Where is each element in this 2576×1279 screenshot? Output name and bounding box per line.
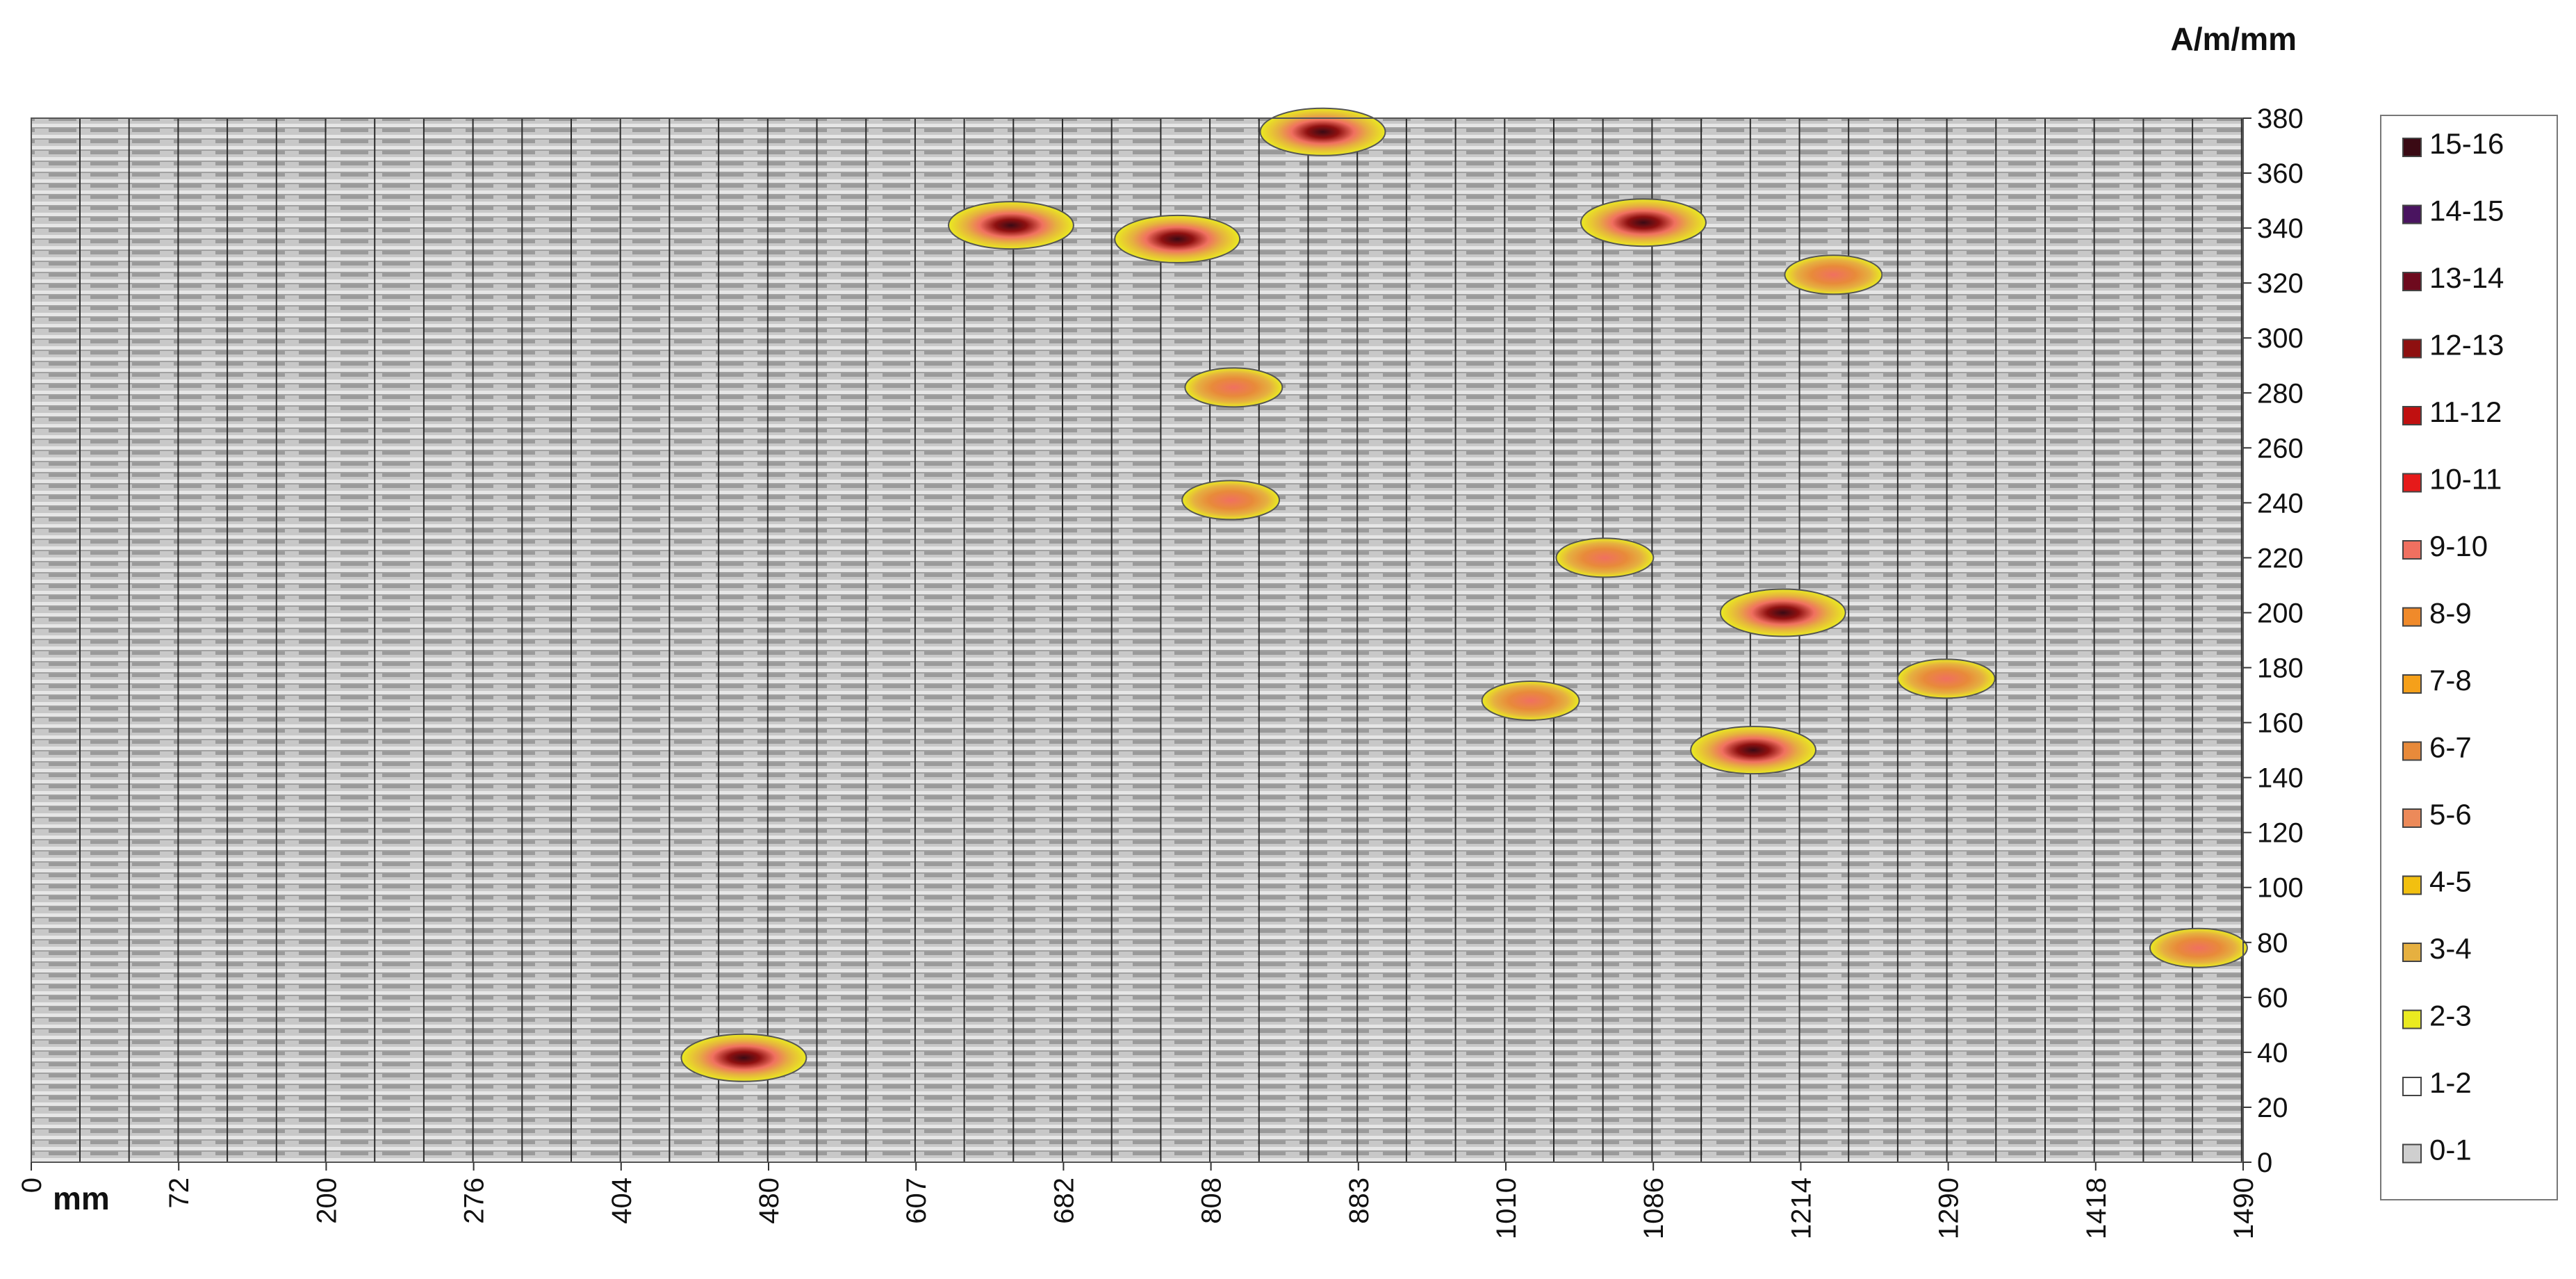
x-tick-label: 276 bbox=[459, 1178, 490, 1224]
y-tick-label: 100 bbox=[2257, 873, 2304, 904]
legend-label: 0-1 bbox=[2429, 1134, 2472, 1166]
x-tick-label: 1290 bbox=[1934, 1178, 1964, 1239]
legend-swatch bbox=[2402, 1077, 2422, 1096]
legend-swatch bbox=[2402, 674, 2422, 694]
hotspot bbox=[1259, 107, 1386, 156]
x-axis-label: mm bbox=[53, 1180, 110, 1216]
plot-frame bbox=[31, 117, 2244, 1163]
hotspot bbox=[2149, 927, 2248, 968]
legend-swatch bbox=[2402, 607, 2422, 627]
y-tick-label: 260 bbox=[2257, 433, 2304, 464]
legend-label: 12-13 bbox=[2429, 329, 2504, 361]
legend-swatch bbox=[2402, 808, 2422, 828]
legend-swatch bbox=[2402, 272, 2422, 291]
legend-label: 7-8 bbox=[2429, 664, 2472, 696]
x-tick-label: 1214 bbox=[1786, 1178, 1816, 1239]
y-tick-label: 180 bbox=[2257, 653, 2304, 684]
legend-label: 15-16 bbox=[2429, 127, 2504, 160]
y-tick-label: 20 bbox=[2257, 1093, 2288, 1123]
legend-swatch bbox=[2402, 875, 2422, 895]
hotspot bbox=[1719, 588, 1846, 637]
legend-swatch bbox=[2402, 204, 2422, 225]
hotspot bbox=[1896, 658, 1996, 699]
unit-label: A/m/mm bbox=[2171, 21, 2297, 57]
x-tick-label: 682 bbox=[1049, 1178, 1079, 1224]
x-tick-label: 1010 bbox=[1491, 1178, 1522, 1239]
legend-swatch bbox=[2402, 1143, 2422, 1164]
x-tick-label: 1086 bbox=[1639, 1178, 1669, 1239]
y-tick-label: 300 bbox=[2257, 323, 2304, 354]
legend-swatch bbox=[2402, 473, 2422, 493]
hotspot bbox=[1184, 367, 1283, 408]
legend-swatch bbox=[2402, 943, 2422, 962]
x-tick-label: 607 bbox=[901, 1178, 932, 1224]
y-tick-label: 220 bbox=[2257, 543, 2304, 573]
legend-label: 3-4 bbox=[2429, 932, 2472, 965]
legend-label: 6-7 bbox=[2429, 731, 2472, 764]
x-axis: 0 72 200 276 404 480 607 682 808 883 1010 1086 1214 1… bbox=[17, 1162, 2259, 1239]
hotspot bbox=[680, 1033, 807, 1082]
y-tick-label: 120 bbox=[2257, 818, 2304, 849]
legend-label: 10-11 bbox=[2429, 463, 2502, 496]
hotspot bbox=[1114, 214, 1241, 263]
x-tick-label: 200 bbox=[311, 1178, 342, 1224]
y-tick-label: 280 bbox=[2257, 378, 2304, 409]
legend: 15-16 14-15 13-14 12-13 11-12 10-11 9-10 8-9 7-8… bbox=[2380, 115, 2558, 1200]
legend-label: 9-10 bbox=[2429, 530, 2488, 562]
hotspot bbox=[1481, 680, 1580, 721]
legend-label: 8-9 bbox=[2429, 597, 2472, 630]
legend-label: 14-15 bbox=[2429, 195, 2504, 227]
y-tick-label: 60 bbox=[2257, 983, 2288, 1013]
x-tick-label: 480 bbox=[754, 1178, 785, 1224]
legend-label: 11-12 bbox=[2429, 396, 2502, 428]
legend-swatch bbox=[2402, 741, 2422, 761]
y-tick-label: 140 bbox=[2257, 763, 2304, 794]
y-tick-label: 340 bbox=[2257, 213, 2304, 244]
x-tick-label: 1490 bbox=[2229, 1178, 2259, 1239]
y-tick-label: 200 bbox=[2257, 598, 2304, 628]
hotspot bbox=[1580, 198, 1707, 247]
y-tick-label: 40 bbox=[2257, 1038, 2288, 1068]
x-tick-label: 883 bbox=[1344, 1178, 1375, 1224]
x-tick-label: 72 bbox=[164, 1178, 195, 1209]
hotspot-layer bbox=[680, 107, 2248, 1082]
y-tick-label: 80 bbox=[2257, 928, 2288, 959]
legend-swatch bbox=[2402, 1009, 2422, 1029]
hotspot bbox=[1690, 726, 1817, 775]
hotspot bbox=[947, 201, 1074, 250]
x-tick-label: 404 bbox=[607, 1178, 637, 1224]
y-tick-label: 240 bbox=[2257, 488, 2304, 519]
plot-area bbox=[31, 107, 2248, 1163]
legend-label: 1-2 bbox=[2429, 1066, 2472, 1099]
y-tick-label: 360 bbox=[2257, 158, 2304, 189]
legend-swatch bbox=[2402, 339, 2422, 359]
y-tick-label: 160 bbox=[2257, 708, 2304, 739]
hotspot bbox=[1555, 537, 1655, 578]
y-axis: 0 20 40 60 80 100 120 140 160 180 200 220 240 260 280 3… bbox=[2243, 104, 2304, 1178]
y-tick-label: 0 bbox=[2257, 1148, 2272, 1178]
legend-label: 4-5 bbox=[2429, 865, 2472, 898]
x-tick-label: 0 bbox=[17, 1178, 47, 1193]
legend-swatch bbox=[2402, 540, 2422, 560]
legend-label: 5-6 bbox=[2429, 798, 2472, 831]
hotspot bbox=[1784, 254, 1883, 295]
x-tick-label: 1418 bbox=[2081, 1178, 2112, 1239]
x-tick-label: 808 bbox=[1197, 1178, 1227, 1224]
y-tick-label: 380 bbox=[2257, 104, 2304, 134]
legend-swatch bbox=[2402, 138, 2422, 157]
legend-label: 13-14 bbox=[2429, 261, 2504, 294]
hotspot bbox=[1181, 480, 1281, 521]
column-grid bbox=[79, 118, 2242, 1162]
plot-background bbox=[31, 118, 2243, 1162]
y-tick-label: 320 bbox=[2257, 268, 2304, 299]
legend-items: 15-16 14-15 13-14 12-13 11-12 10-11 9-10 8-9 7-8… bbox=[2402, 127, 2504, 1166]
legend-swatch bbox=[2402, 406, 2422, 425]
legend-label: 2-3 bbox=[2429, 1000, 2472, 1032]
